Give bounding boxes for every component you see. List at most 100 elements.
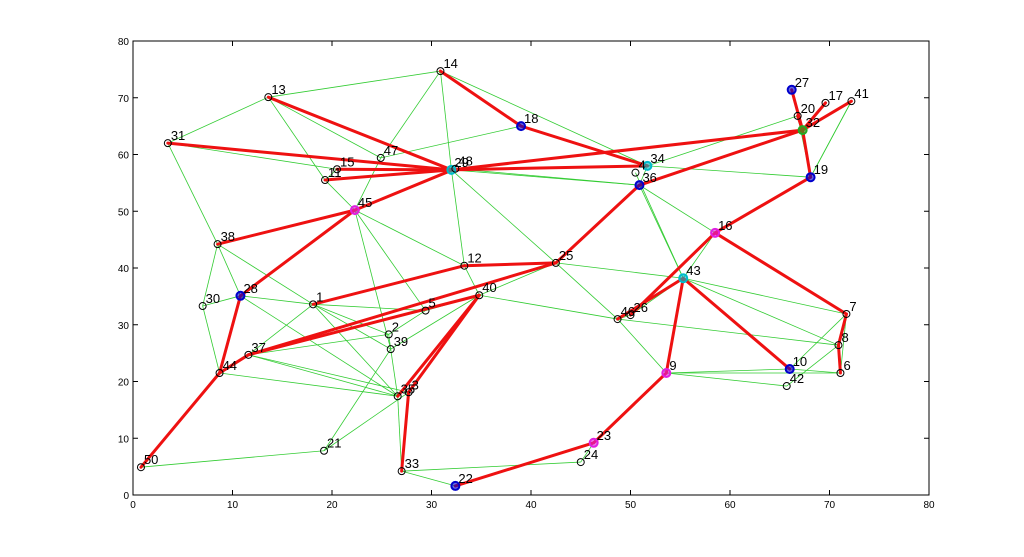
edge	[801, 99, 853, 132]
node-label: 25	[559, 248, 573, 263]
edge	[390, 294, 480, 350]
node-label: 26	[634, 300, 648, 315]
node	[384, 330, 393, 339]
node	[235, 290, 246, 301]
node	[836, 368, 845, 377]
node	[376, 153, 385, 162]
node-label: 16	[718, 218, 732, 233]
node	[163, 139, 172, 148]
node-label: 45	[358, 195, 372, 210]
node-label: 17	[829, 88, 843, 103]
edge	[313, 303, 426, 311]
edge	[647, 165, 811, 178]
edge	[479, 262, 557, 296]
edge	[554, 183, 641, 265]
node-label: 23	[597, 428, 611, 443]
edge	[202, 244, 218, 307]
node-label: 9	[669, 358, 676, 373]
edge	[390, 349, 399, 397]
node-label: 27	[795, 75, 809, 90]
node-label: 40	[482, 280, 496, 295]
edge	[311, 264, 466, 306]
edge	[388, 310, 426, 335]
edge	[440, 71, 452, 170]
edge	[323, 391, 409, 452]
edge	[462, 261, 558, 268]
x-tick-label: 40	[525, 500, 537, 511]
edge	[836, 343, 842, 375]
node-label: 33	[405, 456, 419, 471]
node	[475, 291, 484, 300]
node-label: 44	[223, 358, 237, 373]
edge	[312, 303, 389, 335]
node	[786, 84, 797, 95]
node	[834, 341, 843, 350]
node	[710, 227, 721, 238]
edge	[202, 305, 220, 374]
node-label: 47	[384, 143, 398, 158]
x-tick-label: 0	[130, 500, 136, 511]
node	[576, 458, 585, 467]
edge	[637, 128, 805, 187]
x-tick-label: 70	[824, 500, 836, 511]
node	[213, 240, 222, 249]
edge	[666, 368, 790, 374]
y-tick-label: 80	[118, 37, 130, 48]
edge	[786, 344, 839, 387]
edge	[248, 354, 398, 397]
node	[215, 368, 224, 377]
node-label: 20	[801, 101, 815, 116]
x-tick-label: 80	[923, 500, 935, 511]
node	[320, 446, 329, 455]
node	[793, 111, 802, 120]
edge	[836, 312, 848, 347]
node-label: 37	[251, 340, 265, 355]
edge	[647, 115, 798, 167]
edge	[324, 168, 338, 181]
y-tick-label: 50	[118, 207, 130, 218]
edge	[789, 313, 847, 370]
edge	[380, 70, 441, 159]
edge	[397, 396, 403, 472]
edge	[555, 262, 618, 320]
node	[404, 388, 413, 397]
node-label: 21	[327, 436, 341, 451]
y-tick-label: 20	[118, 378, 130, 389]
node-label: 15	[340, 154, 354, 169]
edge	[268, 96, 381, 159]
edge	[407, 293, 481, 394]
node	[782, 382, 791, 391]
edge	[617, 318, 839, 346]
edge	[463, 265, 480, 296]
edge	[801, 101, 828, 132]
y-tick-label: 0	[123, 491, 129, 502]
edge	[388, 334, 392, 350]
node-label: 30	[206, 291, 220, 306]
edge	[453, 441, 596, 488]
edge	[353, 167, 457, 212]
node	[626, 311, 635, 320]
node-label: 1	[316, 289, 323, 304]
edge	[639, 184, 716, 234]
y-tick-label: 60	[118, 151, 130, 162]
node-label: 42	[790, 371, 804, 386]
y-tick-label: 40	[118, 264, 130, 275]
node-label: 38	[221, 229, 235, 244]
edge	[592, 371, 668, 445]
node-label: 4	[638, 158, 645, 173]
edge	[682, 232, 716, 279]
edge	[218, 353, 250, 375]
edge	[240, 295, 314, 305]
node-label: 28	[243, 281, 257, 296]
node-label: 50	[144, 452, 158, 467]
edge	[666, 372, 787, 387]
edge	[246, 293, 481, 357]
node	[821, 98, 830, 107]
edge	[449, 164, 649, 172]
node-label: 18	[524, 111, 538, 126]
edge	[167, 142, 338, 170]
node	[613, 315, 622, 324]
node	[451, 164, 460, 173]
edge	[238, 208, 357, 298]
